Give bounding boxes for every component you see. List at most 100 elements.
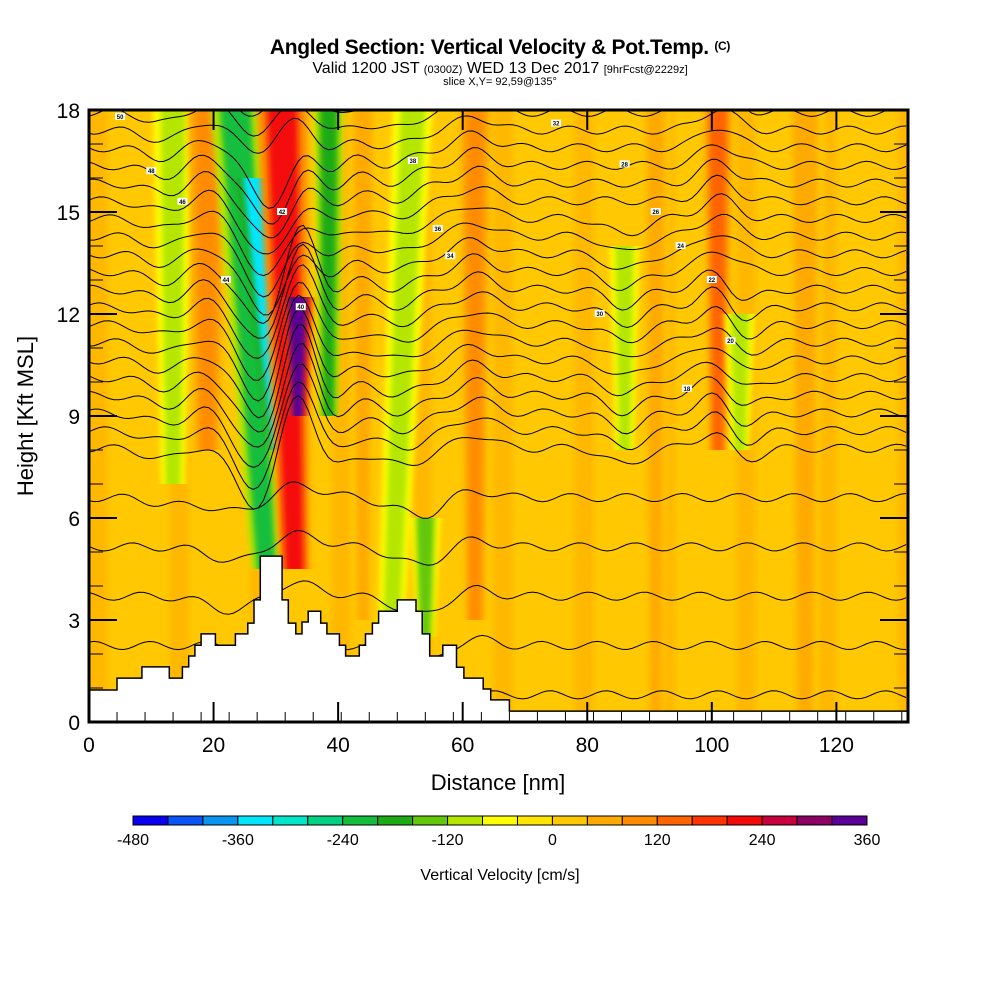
subtitle-valid-time: Valid 1200 JST [312, 60, 420, 77]
contour-label-text: 36 [434, 227, 441, 233]
subtitle-date: WED 13 Dec 2017 [466, 60, 600, 77]
colorbar-tick-label: -480 [117, 832, 149, 849]
contour-label-text: 50 [117, 115, 124, 121]
colorbar-swatch [726, 815, 763, 826]
y-tick-label: 6 [68, 508, 80, 531]
contour-label: 20 [725, 337, 736, 345]
colorbar-swatch [482, 815, 518, 826]
colorbar-tick-label: 0 [548, 832, 557, 849]
contour-label-text: 24 [677, 244, 684, 250]
contour-label: 44 [221, 276, 232, 284]
colorbar-swatch [202, 815, 239, 826]
theta-contour-line [89, 529, 907, 566]
contour-label: 30 [594, 310, 605, 318]
theta-contour-line [89, 343, 907, 448]
contour-label: 34 [445, 252, 456, 260]
colorbar-swatch [307, 815, 344, 826]
y-tick-label: 0 [68, 712, 80, 735]
theta-contour-line [89, 235, 907, 316]
colorbar-swatch [586, 815, 623, 826]
contour-label-bg [295, 303, 306, 311]
colorbar-swatch [656, 815, 693, 826]
x-tick-label: 80 [576, 734, 599, 757]
theta-contour-line [89, 580, 907, 615]
contour-label-bg [277, 208, 288, 215]
chart-subtitle: Valid 1200 JST (0300Z) WED 13 Dec 2017 [… [0, 60, 1000, 78]
contour-label-text: 46 [179, 200, 186, 206]
theta-contour-line [89, 363, 907, 468]
contour-label: 22 [706, 276, 717, 284]
contour-label-bg [407, 157, 418, 164]
colorbar-swatch [132, 815, 169, 826]
contour-label-bg [551, 119, 562, 127]
x-axis-title: Distance [nm] [431, 770, 566, 795]
theta-contour-line [89, 174, 907, 255]
y-tick-label: 12 [57, 304, 80, 327]
velocity-band [353, 110, 373, 620]
subtitle-utc: (0300Z) [423, 64, 463, 76]
theta-contour-line [89, 213, 907, 298]
contour-label-text: 28 [621, 162, 628, 168]
x-axis: 0 20 40 60 80 100 120 [83, 110, 903, 757]
theta-contour-line [89, 307, 907, 419]
field-stripe [493, 110, 513, 722]
contour-label-text: 40 [297, 305, 304, 311]
contour-label-text: 22 [708, 278, 715, 284]
y-tick-label: 18 [57, 100, 80, 123]
theta-contour-line [89, 264, 907, 359]
velocity-band [792, 110, 818, 722]
colorbar-swatch [516, 815, 553, 826]
contour-label-bg [221, 276, 232, 283]
contour-label: 26 [650, 208, 661, 216]
theta-contour-line [89, 158, 907, 239]
contour-label: 48 [146, 167, 157, 175]
contour-label-text: 44 [223, 278, 230, 284]
x-tick-label: 20 [202, 734, 225, 757]
theta-contour-line [89, 243, 907, 339]
contour-label: 38 [407, 157, 418, 165]
colorbar-tick-label: 240 [749, 832, 776, 849]
colorbar-swatch [272, 815, 309, 826]
velocity-band [319, 110, 339, 416]
x-tick-label: 0 [83, 734, 95, 757]
colorbar-title: Vertical Velocity [cm/s] [420, 867, 579, 884]
theta-contour-line [89, 144, 907, 225]
y-tick-label: 3 [68, 610, 80, 633]
colorbar-tick-label: -360 [222, 832, 254, 849]
contour-label: 24 [675, 242, 686, 250]
velocity-band [415, 518, 435, 637]
contour-label-text: 26 [652, 210, 659, 216]
x-tick-label: 40 [326, 734, 349, 757]
colorbar-swatch [691, 815, 728, 826]
contour-label-text: 34 [447, 254, 454, 260]
velocity-band [708, 110, 728, 450]
contour-label-text: 32 [553, 122, 560, 128]
contour-label-bg [619, 160, 630, 168]
colorbar-swatch [447, 815, 484, 826]
theta-contour-line [89, 394, 907, 510]
contour-label-text: 42 [279, 210, 286, 216]
title-text: Angled Section: Vertical Velocity & Pot.… [269, 36, 709, 59]
x-tick-label: 100 [694, 734, 729, 757]
contour-label-text: 48 [148, 169, 155, 175]
colorbar-tick-label: -240 [327, 832, 359, 849]
subtitle-forecast: [9hrFcst@2229z] [603, 64, 688, 76]
contour-label: 18 [681, 384, 692, 393]
contour-label-bg [706, 276, 717, 283]
contour-label: 50 [115, 112, 126, 121]
velocity-band [646, 110, 666, 722]
contour-label: 42 [277, 208, 288, 216]
x-tick-label: 60 [451, 734, 474, 757]
colorbar-swatch [167, 815, 204, 826]
velocity-band [730, 314, 750, 450]
velocity-band [615, 246, 634, 450]
colorbar-tick-label: 120 [644, 832, 671, 849]
contour-label-bg [445, 252, 456, 260]
colorbar-swatch [831, 815, 868, 826]
contour-label-bg [594, 310, 605, 317]
colorbar-swatch [342, 815, 379, 826]
velocity-band [380, 110, 426, 705]
contour-label-text: 30 [596, 312, 603, 318]
colorbar-swatch [621, 815, 658, 826]
chart-title: Angled Section: Vertical Velocity & Pot.… [0, 36, 1000, 60]
